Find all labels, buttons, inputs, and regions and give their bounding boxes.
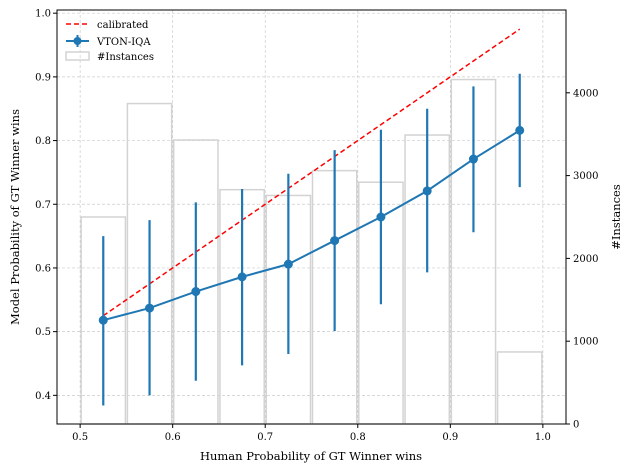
vton-iqa-series [98,73,525,406]
y2-tick-label: 2000 [573,254,598,265]
data-point [376,212,386,222]
calibrated-series [102,28,521,317]
x-tick-label: 0.8 [350,432,366,443]
x-axis: 0.5 0.6 0.7 0.8 0.9 1.0 [72,424,551,443]
data-point [237,272,247,282]
data-point [98,315,108,325]
y2-tick-label: 4000 [573,88,598,99]
data-point [191,287,201,297]
data-point [468,154,478,164]
data-point [330,236,340,246]
x-tick-label: 0.6 [165,432,181,443]
data-point [145,303,155,313]
x-axis-label: Human Probability of GT Winner wins [200,449,422,463]
x-tick-label: 1.0 [535,432,551,443]
legend-calibrated-label: calibrated [97,20,149,31]
y2-tick-label: 1000 [573,337,598,348]
data-point [422,186,432,196]
y-axis-right: 0 1000 2000 3000 4000 [566,88,598,431]
y-tick-label: 1.0 [35,9,51,20]
y2-tick-label: 0 [573,420,579,431]
y2-axis-label: #Instances [609,184,623,250]
legend-instances-label: #Instances [97,52,154,63]
grid-lines [57,10,566,424]
calibrated-line [102,28,521,317]
y-tick-label: 0.9 [35,72,51,83]
y-tick-label: 0.4 [35,391,51,402]
y2-tick-label: 3000 [573,171,598,182]
y-tick-label: 0.5 [35,327,51,338]
legend-vton-iqa-label: VTON-IQA [96,37,151,48]
data-point [515,125,525,135]
y-tick-label: 0.7 [35,200,51,211]
legend: calibrated VTON-IQA #Instances [65,20,154,63]
x-tick-label: 0.7 [257,432,273,443]
y-axis-left: 0.4 0.5 0.6 0.7 0.8 0.9 1.0 [35,9,57,402]
legend-instances-swatch [65,51,90,61]
plot-frame [56,9,567,425]
y-tick-label: 0.8 [35,136,51,147]
x-tick-label: 0.9 [442,432,458,443]
x-tick-label: 0.5 [72,432,88,443]
y-tick-label: 0.6 [35,263,51,274]
y-axis-label: Model Probability of GT Winner wins [8,109,22,325]
vton-iqa-line [103,129,521,322]
histogram-bar [496,351,543,425]
data-point [283,259,293,269]
